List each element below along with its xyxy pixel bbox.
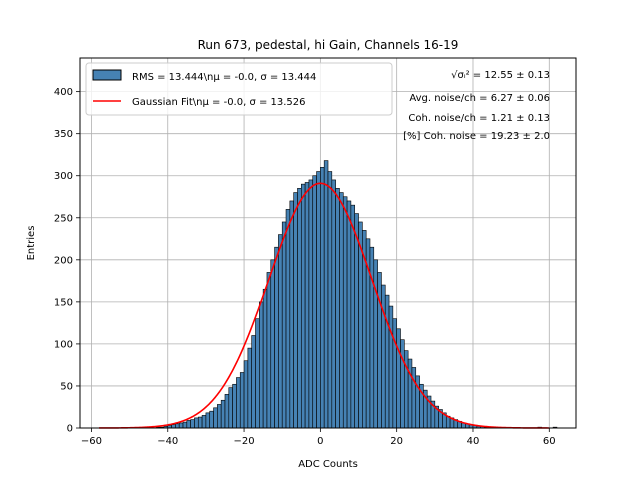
x-tick-label: −40 [157, 436, 178, 447]
histogram-bar [243, 360, 249, 429]
x-tick-label: 40 [467, 436, 480, 447]
histogram-bar [297, 188, 302, 429]
histogram-bar [220, 399, 226, 429]
y-tick-label: 50 [60, 381, 73, 392]
histogram-bar [354, 213, 359, 429]
x-tick-label: −20 [234, 436, 255, 447]
histogram-bar [178, 422, 184, 429]
legend-box [85, 62, 393, 116]
histogram-bar [407, 358, 413, 429]
histogram-bar [190, 419, 195, 429]
histogram-bar [186, 420, 191, 429]
y-tick-label: 200 [54, 255, 73, 266]
histogram-bar [300, 183, 306, 429]
gaussian-fit-line [99, 182, 550, 429]
histogram-bar [327, 171, 333, 429]
x-tick-label: 20 [390, 436, 403, 447]
histogram-bar [197, 416, 203, 429]
histogram-bar [384, 294, 390, 429]
histogram-bar [228, 387, 233, 429]
histogram-bar [201, 415, 207, 429]
histogram-bar [312, 175, 317, 429]
annotation-coh-noise: Coh. noise/ch = 1.21 ± 0.13 [408, 113, 550, 124]
histogram-bar [213, 407, 218, 429]
histogram-bar [270, 259, 275, 429]
plot-frame [79, 57, 577, 429]
y-tick-label: 250 [54, 213, 73, 224]
histogram-bar [350, 204, 356, 429]
histogram-bar [266, 272, 272, 429]
histogram-bar [281, 221, 287, 429]
histogram-bar [388, 305, 394, 429]
y-tick-label: 400 [54, 87, 73, 98]
histogram-bar [392, 318, 397, 429]
histogram-bar [236, 377, 241, 429]
histogram-bar [194, 417, 199, 429]
histogram-bar [247, 347, 252, 429]
histogram-bar [293, 192, 298, 429]
x-axis-title: ADC Counts [298, 459, 358, 470]
histogram-bar [274, 246, 279, 429]
histogram-bar [239, 372, 245, 429]
histogram-bar [304, 182, 310, 429]
histogram-bar [209, 410, 214, 429]
histogram-bar [255, 318, 260, 429]
histogram-bar [262, 288, 268, 429]
legend: RMS = 13.444\nμ = -0.0, σ = 13.444 Gauss… [85, 62, 393, 116]
x-tick-label: 0 [317, 436, 323, 447]
histogram-bar [205, 412, 211, 429]
fit-layer [99, 182, 550, 429]
y-tick-label: 300 [54, 171, 73, 182]
y-axis-title: Entries [26, 226, 37, 261]
histogram-bar [411, 367, 417, 429]
histogram-bar [182, 421, 188, 429]
histogram-bar [232, 383, 237, 429]
ticks-layer: −60 −40 −20 0 20 40 60 0 50 100 150 200 250 300 350 400 [54, 87, 556, 447]
legend-label-fit: Gaussian Fit\nμ = -0.0, σ = 13.526 [132, 97, 306, 108]
histogram-bar [251, 335, 256, 429]
histogram-bar [289, 200, 294, 429]
legend-patch-rms [92, 69, 122, 81]
histogram-bar [316, 171, 321, 429]
bars-layer [156, 160, 558, 429]
histogram-bar [331, 179, 336, 429]
histogram-bar [285, 209, 291, 429]
annotation-sqrt-sigma: √σᵢ² = 12.55 ± 0.13 [451, 70, 550, 81]
histogram-bar [346, 200, 352, 429]
x-tick-label: −60 [81, 436, 102, 447]
histogram-bar [171, 424, 176, 429]
y-tick-label: 0 [67, 424, 73, 435]
histogram-bar [278, 234, 283, 429]
chart-title: Run 673, pedestal, hi Gain, Channels 16-… [198, 38, 459, 52]
annotation-avg-noise: Avg. noise/ch = 6.27 ± 0.06 [409, 93, 550, 104]
histogram-bar [396, 328, 401, 429]
y-tick-label: 350 [54, 129, 73, 140]
histogram-bar [224, 394, 230, 429]
legend-label-rms: RMS = 13.444\nμ = -0.0, σ = 13.444 [132, 72, 316, 83]
annotation-pct-coh-noise: [%] Coh. noise = 19.23 ± 2.0 [403, 131, 550, 142]
histogram-bar [342, 196, 348, 429]
histogram-bar [323, 160, 329, 429]
y-tick-label: 150 [54, 297, 73, 308]
histogram-bar [308, 179, 314, 429]
histogram-bar [320, 167, 325, 429]
histogram-bar [259, 301, 264, 429]
histogram-bar [335, 188, 340, 429]
histogram-bar [400, 339, 405, 429]
y-tick-label: 100 [54, 339, 73, 350]
histogram-bar [339, 192, 344, 429]
x-tick-label: 60 [543, 436, 556, 447]
histogram-bar [175, 423, 180, 429]
histogram-bar [217, 404, 222, 429]
